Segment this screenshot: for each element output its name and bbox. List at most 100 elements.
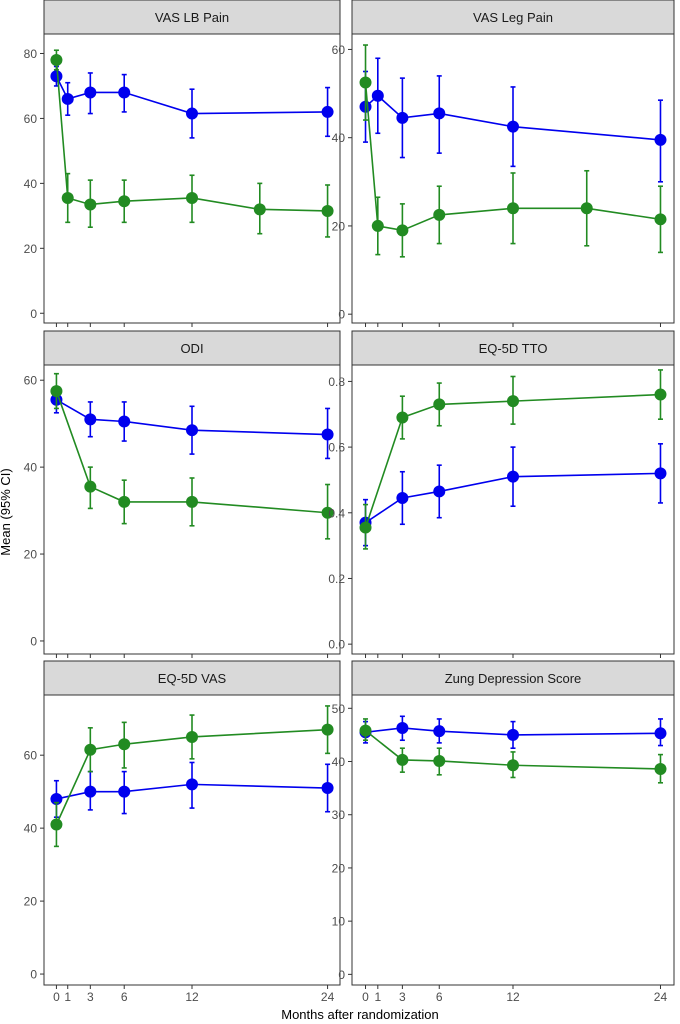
x-tick-label: 0 (362, 990, 369, 1004)
data-point (50, 818, 63, 831)
data-point (359, 76, 372, 89)
y-axis-label: Mean (95% CI) (0, 468, 13, 555)
data-point (654, 727, 667, 740)
data-point (118, 415, 131, 428)
data-point (321, 782, 334, 795)
data-point (61, 191, 74, 204)
y-tick-label: 10 (332, 915, 346, 929)
data-point (321, 723, 334, 736)
panel-strip (43, 660, 341, 696)
data-point (654, 213, 667, 226)
data-point (50, 792, 63, 805)
data-point (396, 753, 409, 766)
y-tick-label: 60 (332, 43, 346, 57)
data-point (507, 759, 519, 772)
panel-strip (351, 0, 675, 35)
y-tick-label: 0 (30, 968, 37, 982)
data-point (507, 470, 519, 483)
data-point (580, 202, 593, 215)
x-tick-label: 0 (53, 990, 60, 1004)
data-point (84, 198, 97, 211)
data-point (321, 428, 334, 441)
data-point (84, 743, 97, 756)
data-point (396, 721, 409, 734)
y-tick-label: 50 (332, 702, 346, 716)
y-tick-label: 0.2 (328, 572, 345, 586)
y-tick-label: 30 (332, 808, 346, 822)
y-tick-label: 20 (24, 242, 38, 256)
x-axis-label: Months after randomization (281, 1007, 439, 1022)
y-tick-label: 0.8 (328, 375, 345, 389)
panel: ODI 0 20 40 60 (24, 330, 341, 658)
y-tick-label: 20 (24, 895, 38, 909)
data-point (118, 86, 131, 99)
data-point (654, 762, 667, 775)
y-tick-label: 60 (24, 374, 38, 388)
x-tick-label: 24 (654, 990, 668, 1004)
data-point (84, 413, 97, 426)
data-point (84, 86, 97, 99)
y-tick-label: 0.4 (328, 506, 345, 520)
data-point (654, 467, 667, 480)
data-point (186, 730, 198, 743)
data-point (186, 778, 198, 791)
y-tick-label: 80 (24, 47, 38, 61)
data-point (507, 395, 519, 408)
y-tick-label: 0 (30, 307, 37, 321)
data-point (433, 725, 446, 738)
data-point (654, 388, 667, 401)
data-point (396, 224, 409, 237)
y-tick-label: 0 (338, 968, 345, 982)
data-point (433, 208, 446, 221)
data-point (253, 203, 266, 216)
data-point (118, 195, 131, 208)
panel-title: Zung Depression Score (445, 671, 582, 686)
data-point (433, 754, 446, 767)
panel: EQ-5D TTO 0.0 0.2 0.4 0.6 0.8 (328, 330, 675, 658)
data-point (371, 219, 384, 232)
data-point (321, 105, 334, 118)
y-tick-label: 0 (30, 634, 37, 648)
x-tick-label: 12 (506, 990, 520, 1004)
data-point (321, 506, 334, 519)
data-point (371, 89, 384, 102)
data-point (359, 724, 372, 737)
data-point (186, 191, 198, 204)
data-point (61, 92, 74, 105)
data-point (396, 411, 409, 424)
y-tick-label: 60 (24, 112, 38, 126)
data-point (507, 728, 519, 741)
x-tick-label: 3 (399, 990, 406, 1004)
x-tick-label: 6 (436, 990, 443, 1004)
x-tick-label: 6 (121, 990, 128, 1004)
panel: VAS Leg Pain 0 20 40 60 (332, 0, 675, 327)
panel: VAS LB Pain 0 20 40 60 80 (24, 0, 341, 327)
data-point (321, 204, 334, 217)
y-tick-label: 0 (338, 308, 345, 322)
data-point (118, 495, 131, 508)
panel-strip (43, 0, 341, 35)
x-tick-label: 1 (64, 990, 71, 1004)
y-tick-label: 60 (24, 749, 38, 763)
data-point (396, 492, 409, 505)
data-point (84, 785, 97, 798)
panel-strip (351, 660, 675, 696)
y-tick-label: 0.6 (328, 441, 345, 455)
y-tick-label: 40 (332, 131, 346, 145)
panel-title: VAS Leg Pain (473, 10, 553, 25)
data-point (118, 785, 131, 798)
data-point (186, 495, 198, 508)
y-tick-label: 20 (24, 548, 38, 562)
data-point (507, 202, 519, 215)
data-point (433, 107, 446, 120)
x-tick-label: 3 (87, 990, 94, 1004)
y-tick-label: 40 (332, 755, 346, 769)
data-point (654, 133, 667, 146)
x-tick-label: 1 (374, 990, 381, 1004)
y-tick-label: 40 (24, 177, 38, 191)
data-point (84, 480, 97, 493)
data-point (396, 111, 409, 124)
